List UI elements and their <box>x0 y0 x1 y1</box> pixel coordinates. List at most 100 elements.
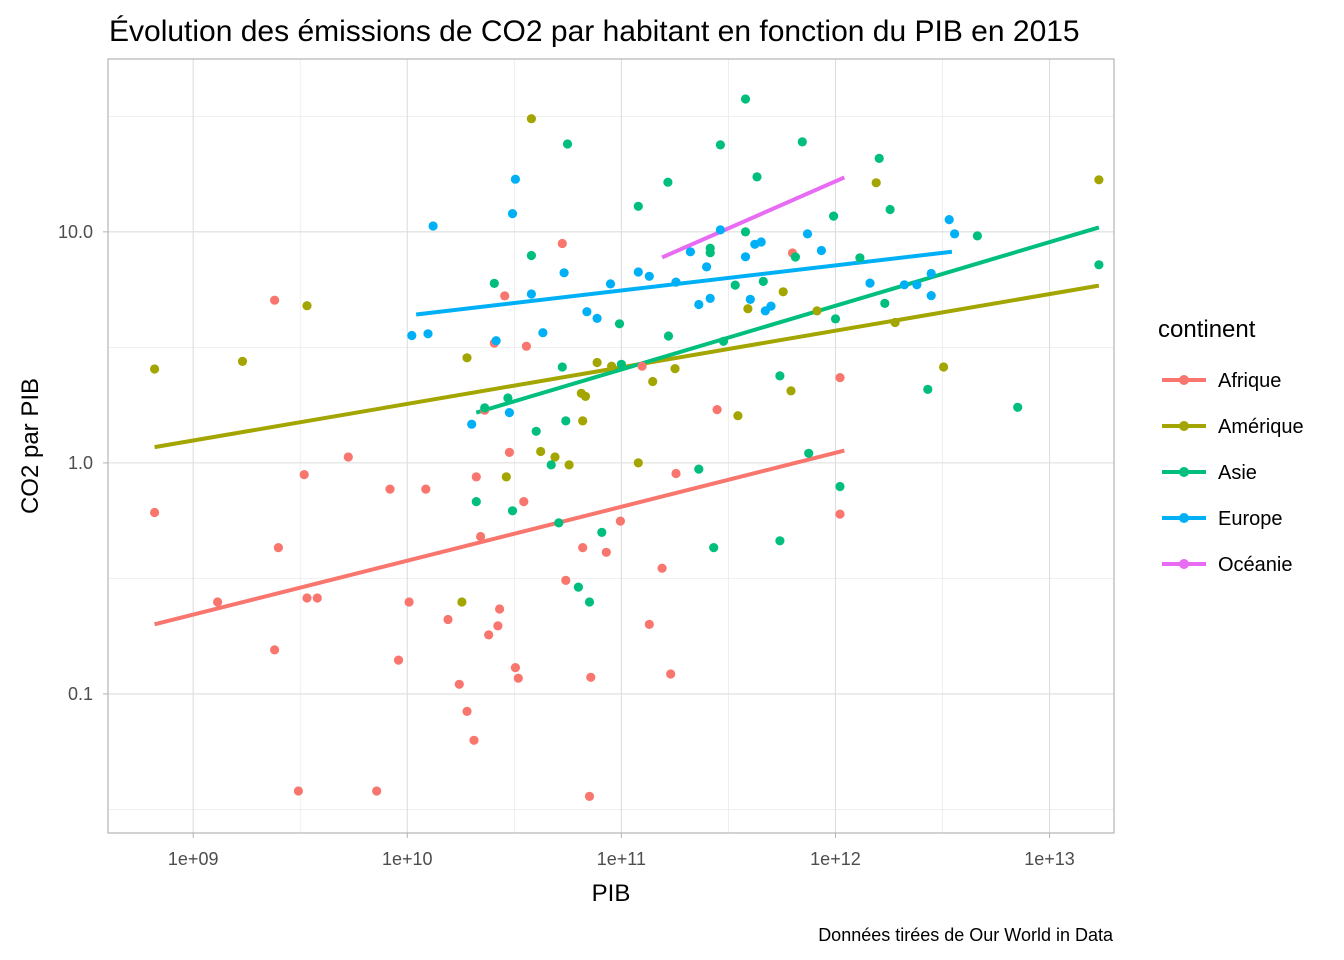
legend-label: Asie <box>1218 462 1257 484</box>
plot-border <box>107 58 1115 834</box>
point-amérique <box>1094 175 1104 185</box>
point-asie <box>503 393 513 403</box>
point-amérique <box>592 357 602 368</box>
y-tick-label: 1.0 <box>68 453 93 473</box>
point-afrique <box>393 655 404 665</box>
point-europe <box>582 307 592 317</box>
point-europe <box>702 262 712 272</box>
x-tick-label: 1e+09 <box>168 849 219 869</box>
point-asie <box>830 314 841 324</box>
legend-item: Asie <box>1162 462 1257 484</box>
point-europe <box>592 313 602 323</box>
point-amérique <box>536 446 546 457</box>
x-axis-title: PIB <box>592 880 631 907</box>
point-afrique <box>469 735 479 745</box>
point-amérique <box>150 364 160 374</box>
point-asie <box>874 153 884 163</box>
point-afrique <box>578 543 588 553</box>
point-asie <box>797 137 807 147</box>
trend-line-europe <box>415 249 953 317</box>
point-asie <box>489 278 499 288</box>
y-axis-ticks: 0.1 1.0 10.0 <box>58 222 108 704</box>
point-afrique <box>637 361 647 371</box>
point-europe <box>671 277 681 287</box>
point-asie <box>554 518 564 528</box>
trend-line-océanie <box>661 175 846 260</box>
legend-title: continent <box>1158 316 1256 343</box>
point-europe <box>694 299 704 310</box>
point-afrique <box>712 405 722 415</box>
legend-label: Amérique <box>1218 416 1304 438</box>
x-tick-label: 1e+11 <box>597 849 646 869</box>
point-afrique <box>835 509 845 519</box>
point-amérique <box>871 178 881 188</box>
point-europe <box>926 268 936 279</box>
point-amérique <box>890 317 900 328</box>
caption: Données tirées de Our World in Data <box>818 925 1114 945</box>
point-asie <box>855 253 865 263</box>
point-afrique <box>521 341 532 351</box>
point-afrique <box>615 516 626 526</box>
point-asie <box>972 231 983 241</box>
point-asie <box>718 336 729 346</box>
x-axis-ticks: 1e+09 1e+10 1e+11 1e+12 1e+13 <box>168 833 1075 869</box>
point-amérique <box>812 306 822 316</box>
point-europe <box>467 419 477 429</box>
point-afrique <box>150 507 160 518</box>
point-asie <box>835 481 845 492</box>
point-asie <box>758 276 768 286</box>
point-europe <box>504 408 514 418</box>
legend-key-point <box>1179 467 1189 477</box>
point-afrique <box>561 575 571 586</box>
point-amérique <box>939 362 949 372</box>
point-europe <box>526 289 537 299</box>
point-asie <box>730 280 740 290</box>
legend-label: Europe <box>1218 508 1283 530</box>
point-asie <box>880 298 890 308</box>
y-tick-label: 0.1 <box>68 684 93 704</box>
legend-label: Afrique <box>1218 370 1281 392</box>
point-amérique <box>457 597 467 607</box>
point-asie <box>715 140 726 150</box>
point-asie <box>561 416 571 426</box>
point-europe <box>766 301 776 311</box>
point-europe <box>899 280 910 290</box>
point-afrique <box>601 547 611 557</box>
point-amérique <box>526 114 537 124</box>
point-afrique <box>454 679 464 689</box>
point-afrique <box>644 619 654 630</box>
point-amérique <box>462 353 472 363</box>
trend-line-asie <box>475 225 1100 415</box>
point-afrique <box>513 673 523 683</box>
legend-item: Afrique <box>1162 370 1281 392</box>
point-amérique <box>607 361 617 371</box>
point-amérique <box>578 416 588 426</box>
point-amérique <box>633 458 643 468</box>
point-afrique <box>557 238 567 249</box>
point-europe <box>745 294 755 304</box>
point-afrique <box>484 630 494 640</box>
point-asie <box>923 384 933 394</box>
legend-key-point <box>1179 513 1189 523</box>
chart-title: Évolution des émissions de CO2 par habit… <box>109 15 1080 48</box>
point-asie <box>526 250 537 261</box>
point-afrique <box>302 593 312 603</box>
point-afrique <box>299 470 309 480</box>
point-afrique <box>343 452 353 462</box>
point-asie <box>507 506 518 516</box>
point-afrique <box>372 786 382 796</box>
point-amérique <box>237 356 248 366</box>
point-asie <box>740 227 751 237</box>
point-afrique <box>666 669 676 679</box>
point-amérique <box>670 364 680 374</box>
point-afrique <box>519 497 529 507</box>
legend-key-point <box>1179 375 1189 385</box>
point-europe <box>705 293 715 303</box>
legend-label: Océanie <box>1218 554 1293 576</box>
point-asie <box>557 362 567 372</box>
x-tick-label: 1e+10 <box>382 849 433 869</box>
point-europe <box>507 209 518 219</box>
point-afrique <box>421 484 431 494</box>
point-afrique <box>385 484 395 494</box>
